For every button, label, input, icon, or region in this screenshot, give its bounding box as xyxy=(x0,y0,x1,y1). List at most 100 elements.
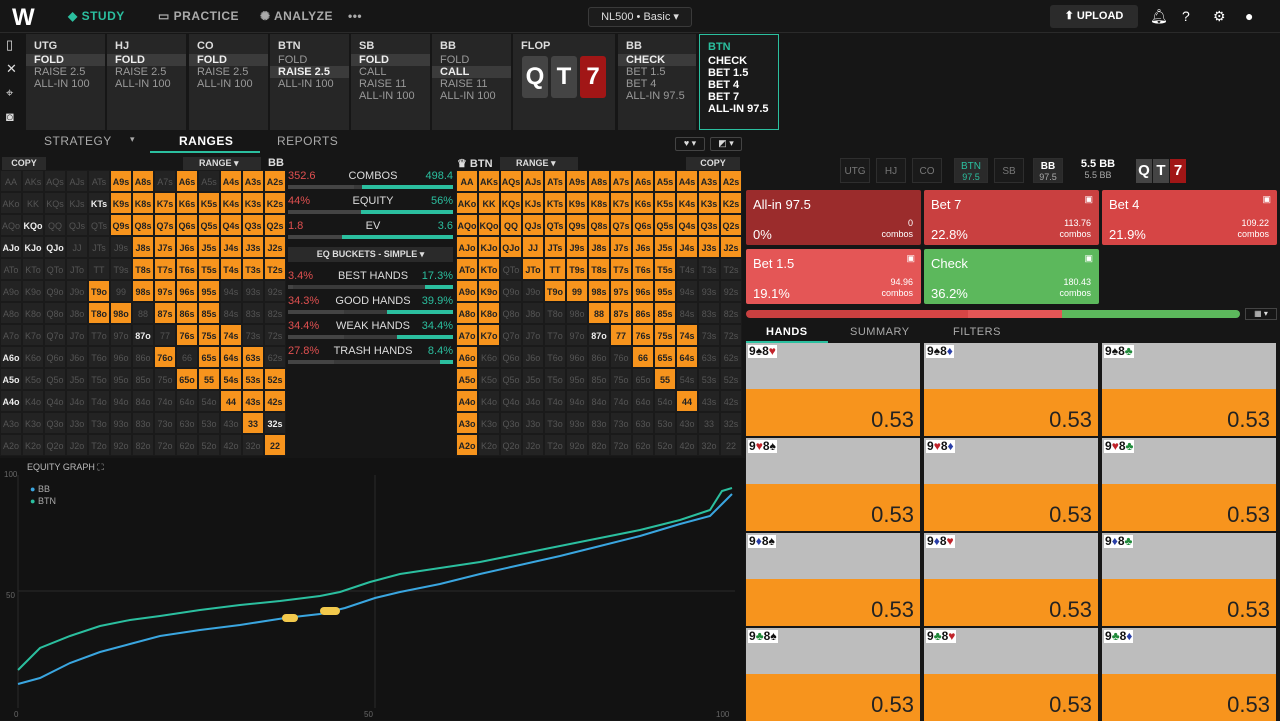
hand-cell[interactable]: 9♥8♣ 0.53 xyxy=(1102,438,1278,531)
range-cell[interactable]: Q9o xyxy=(44,280,66,302)
action-column-utg[interactable]: UTG FOLD RAISE 2.5 ALL-IN 100 xyxy=(26,34,105,130)
range-cell[interactable]: 74s xyxy=(676,324,698,346)
gear-icon[interactable]: ⚙ xyxy=(1213,8,1226,24)
strategy-bet-7[interactable]: Bet 7 22.8% 113.76 combos ▣ xyxy=(924,190,1099,245)
range-cell[interactable]: Q2s xyxy=(264,214,286,236)
action-option[interactable]: ALL-IN 100 xyxy=(359,90,415,102)
range-cell[interactable]: J3s xyxy=(242,236,264,258)
range-cell[interactable]: 42o xyxy=(220,434,242,456)
range-cell[interactable]: JJ xyxy=(66,236,88,258)
action-option[interactable]: ALL-IN 100 xyxy=(115,78,171,90)
range-cell[interactable]: T6o xyxy=(544,346,566,368)
range-cell[interactable]: 32s xyxy=(264,412,286,434)
range-cell[interactable]: Q3o xyxy=(500,412,522,434)
range-cell[interactable]: K4s xyxy=(676,192,698,214)
action-option[interactable]: CHECK xyxy=(708,55,748,67)
bb-range-grid[interactable]: AA AKs AQs AJs ATs A9s A8s A7s A6s A5s A4s A3s A2s AK… xyxy=(0,170,286,456)
range-cell[interactable]: J8s xyxy=(588,236,610,258)
note-icon[interactable]: ▣ xyxy=(1262,194,1271,204)
action-option[interactable]: RAISE 2.5 xyxy=(115,66,167,78)
range-cell[interactable]: KK xyxy=(22,192,44,214)
range-cell[interactable]: Q4s xyxy=(220,214,242,236)
range-cell[interactable]: J7o xyxy=(522,324,544,346)
range-cell[interactable]: Q5s xyxy=(198,214,220,236)
chevron-down-icon[interactable]: ▾ xyxy=(130,134,136,144)
range-cell[interactable]: 95s xyxy=(654,280,676,302)
position-chip-utg[interactable]: UTG xyxy=(840,158,870,183)
range-cell[interactable]: K5s xyxy=(654,192,676,214)
range-cell[interactable]: 43s xyxy=(242,390,264,412)
range-cell[interactable]: 54o xyxy=(654,390,676,412)
range-cell[interactable]: 74s xyxy=(220,324,242,346)
nav-study[interactable]: ◆ STUDY xyxy=(68,9,125,23)
range-cell[interactable]: 22 xyxy=(720,434,742,456)
range-cell[interactable]: QJs xyxy=(66,214,88,236)
range-cell[interactable]: QJo xyxy=(500,236,522,258)
range-cell[interactable]: K5o xyxy=(22,368,44,390)
range-cell[interactable]: A6o xyxy=(0,346,22,368)
range-cell[interactable]: Q7s xyxy=(610,214,632,236)
range-cell[interactable]: AKo xyxy=(456,192,478,214)
range-cell[interactable]: 95o xyxy=(110,368,132,390)
range-cell[interactable]: A8o xyxy=(456,302,478,324)
range-cell[interactable]: T6s xyxy=(632,258,654,280)
range-cell[interactable]: 95o xyxy=(566,368,588,390)
range-cell[interactable]: K9o xyxy=(22,280,44,302)
range-cell[interactable]: K9o xyxy=(478,280,500,302)
range-cell[interactable]: 83s xyxy=(242,302,264,324)
action-option[interactable]: ALL-IN 100 xyxy=(440,90,496,102)
range-cell[interactable]: 93o xyxy=(110,412,132,434)
range-cell[interactable]: K8o xyxy=(22,302,44,324)
range-cell[interactable]: AKs xyxy=(478,170,500,192)
range-cell[interactable]: TT xyxy=(88,258,110,280)
range-cell[interactable]: T4s xyxy=(676,258,698,280)
action-column-bb[interactable]: BB FOLD CALL RAISE 11 ALL-IN 100 xyxy=(432,34,511,130)
range-cell[interactable]: T9o xyxy=(88,280,110,302)
range-cell[interactable]: 85o xyxy=(132,368,154,390)
action-option[interactable]: FOLD xyxy=(26,54,105,66)
range-cell[interactable]: Q9s xyxy=(566,214,588,236)
range-cell[interactable]: 83s xyxy=(698,302,720,324)
range-cell[interactable]: 95s xyxy=(198,280,220,302)
strategy-check[interactable]: Check 36.2% 180.43 combos ▣ xyxy=(924,249,1099,304)
range-cell[interactable]: 94o xyxy=(110,390,132,412)
range-cell[interactable]: A5o xyxy=(0,368,22,390)
range-cell[interactable]: K4o xyxy=(22,390,44,412)
range-cell[interactable]: KQo xyxy=(22,214,44,236)
user-icon[interactable]: ● xyxy=(1245,8,1254,24)
range-cell[interactable]: 82s xyxy=(264,302,286,324)
range-cell[interactable]: T8o xyxy=(544,302,566,324)
range-cell[interactable]: Q2o xyxy=(44,434,66,456)
range-cell[interactable]: J4o xyxy=(66,390,88,412)
range-cell[interactable]: A2o xyxy=(0,434,22,456)
range-cell[interactable]: 83o xyxy=(588,412,610,434)
range-cell[interactable]: 52s xyxy=(264,368,286,390)
tab-ranges[interactable]: RANGES xyxy=(179,134,234,148)
range-cell[interactable]: J6o xyxy=(522,346,544,368)
range-cell[interactable]: Q2o xyxy=(500,434,522,456)
range-cell[interactable]: 76s xyxy=(632,324,654,346)
range-cell[interactable]: QTs xyxy=(544,214,566,236)
range-cell[interactable]: AJo xyxy=(456,236,478,258)
range-cell[interactable]: KJo xyxy=(478,236,500,258)
range-cell[interactable]: K7o xyxy=(478,324,500,346)
hand-cell[interactable]: 9♠8♣ 0.53 xyxy=(1102,343,1278,436)
range-cell[interactable]: 86s xyxy=(632,302,654,324)
range-cell[interactable]: T9o xyxy=(544,280,566,302)
range-cell[interactable]: 84s xyxy=(220,302,242,324)
range-cell[interactable]: T3s xyxy=(698,258,720,280)
range-cell[interactable]: Q8o xyxy=(44,302,66,324)
note-icon[interactable]: ▣ xyxy=(1084,253,1093,263)
hand-cell[interactable]: 9♦8♥ 0.53 xyxy=(924,533,1100,626)
range-cell[interactable]: 22 xyxy=(264,434,286,456)
hand-cell[interactable]: 9♣8♠ 0.53 xyxy=(746,628,922,721)
range-cell[interactable]: KJo xyxy=(22,236,44,258)
action-option[interactable]: RAISE 11 xyxy=(359,78,407,90)
range-cell[interactable]: 72o xyxy=(610,434,632,456)
range-cell[interactable]: A5s xyxy=(198,170,220,192)
range-cell[interactable]: 73s xyxy=(698,324,720,346)
range-cell[interactable]: 93s xyxy=(698,280,720,302)
range-cell[interactable]: 76s xyxy=(176,324,198,346)
tab-hands[interactable]: HANDS xyxy=(766,326,808,338)
range-cell[interactable]: 32o xyxy=(242,434,264,456)
